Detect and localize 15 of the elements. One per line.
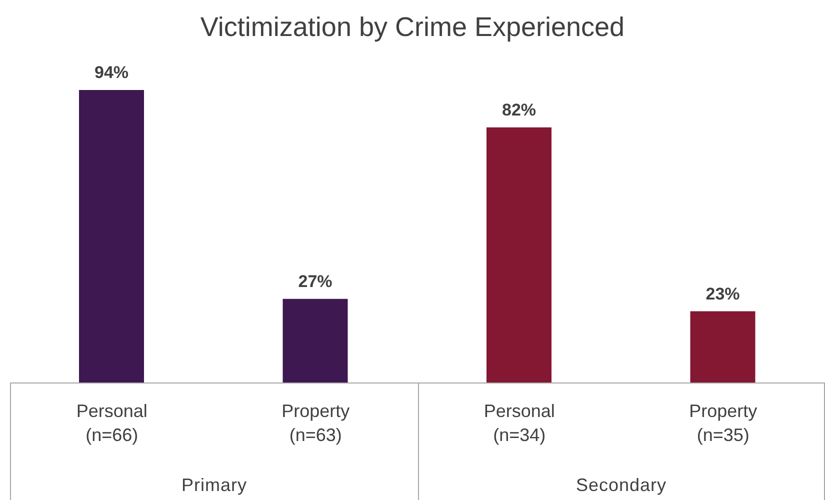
bar — [690, 311, 756, 383]
x-tick-label: Property (n=35) — [689, 401, 758, 445]
data-label: 82% — [502, 100, 536, 120]
text: Primary — [180, 475, 248, 496]
x-tick-label: Personal (n=66) — [76, 401, 148, 445]
text: Secondary — [574, 475, 668, 496]
data-label: 94% — [94, 63, 129, 82]
data-label: 27% — [298, 272, 332, 291]
data-label: 23% — [706, 284, 740, 304]
bar — [79, 90, 144, 383]
x-tick-label: Property (n=63) — [282, 401, 350, 445]
bar — [282, 298, 348, 383]
x-tick-label: Personal (n=34) — [484, 401, 555, 445]
bar — [486, 127, 552, 383]
chart-title: Victimization by Crime Experienced — [199, 12, 626, 43]
